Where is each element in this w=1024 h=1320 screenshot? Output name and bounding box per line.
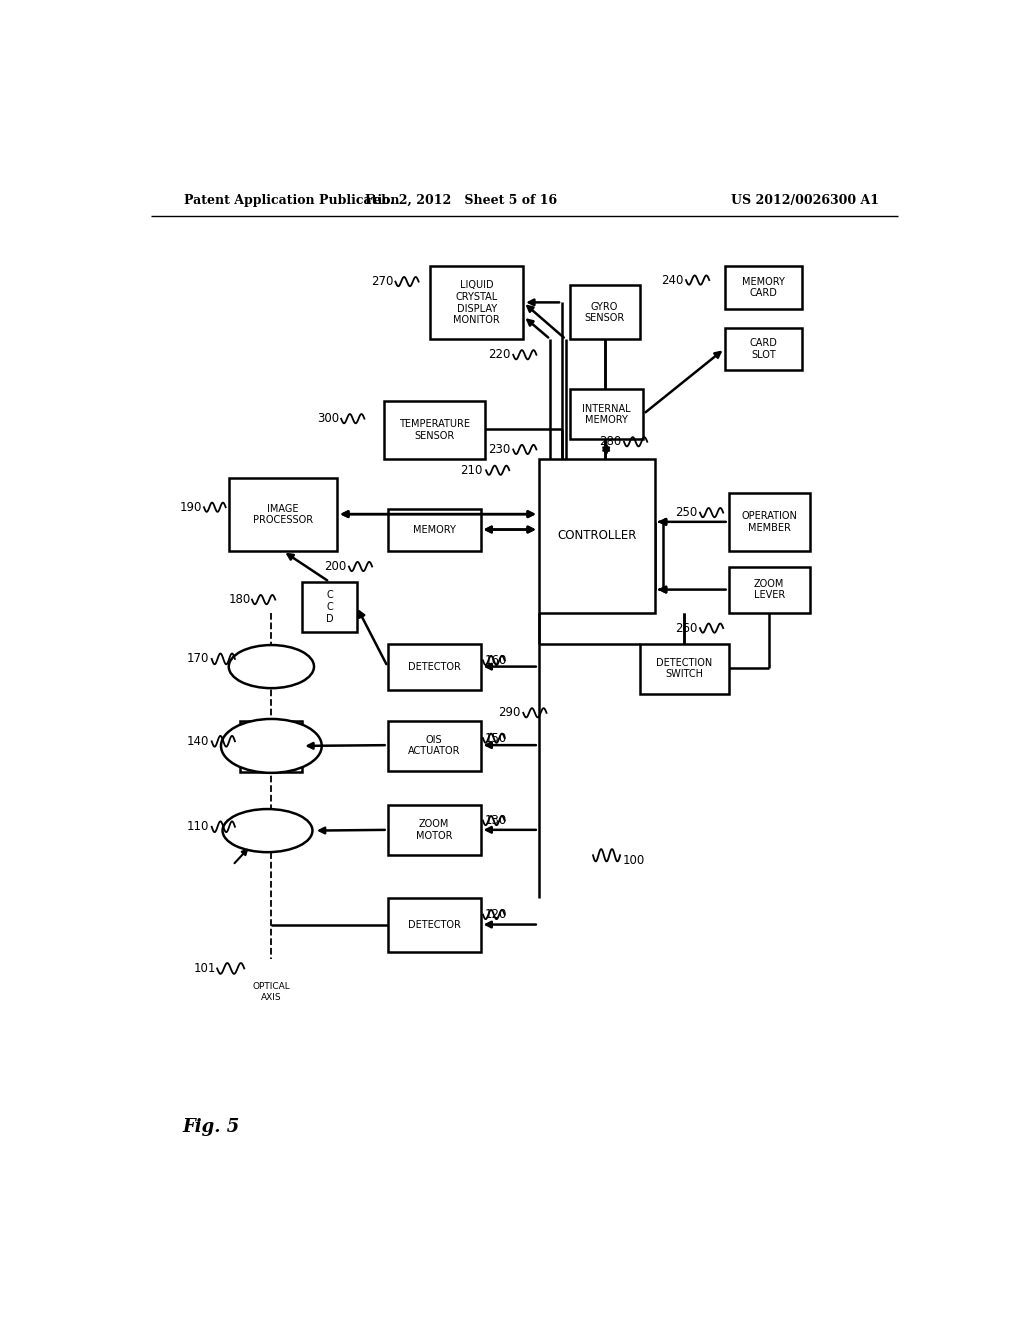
Text: 190: 190 (179, 500, 202, 513)
Bar (729, 566, 810, 612)
Text: ZOOM
LEVER: ZOOM LEVER (754, 578, 785, 601)
Text: C
C
D: C C D (326, 590, 334, 623)
Text: INTERNAL
MEMORY: INTERNAL MEMORY (583, 404, 631, 425)
Text: Feb. 2, 2012   Sheet 5 of 16: Feb. 2, 2012 Sheet 5 of 16 (366, 194, 557, 207)
Text: Patent Application Publication: Patent Application Publication (183, 194, 399, 207)
Text: 160: 160 (484, 653, 507, 667)
Text: 150: 150 (484, 731, 507, 744)
Text: GYRO
SENSOR: GYRO SENSOR (585, 301, 625, 323)
Bar (302, 582, 356, 632)
Text: 250: 250 (676, 506, 697, 519)
Bar (388, 805, 480, 855)
Text: 270: 270 (371, 275, 393, 288)
Text: MEMORY
CARD: MEMORY CARD (742, 277, 785, 298)
Text: 260: 260 (675, 622, 697, 635)
Bar (388, 721, 480, 771)
Ellipse shape (222, 809, 312, 853)
Text: CONTROLLER: CONTROLLER (557, 529, 637, 543)
Text: 170: 170 (187, 652, 209, 665)
Bar (228, 478, 337, 552)
Text: ZOOM
MOTOR: ZOOM MOTOR (416, 820, 453, 841)
Text: DETECTOR: DETECTOR (408, 661, 461, 672)
Text: 130: 130 (484, 814, 507, 828)
Text: IMAGE
PROCESSOR: IMAGE PROCESSOR (253, 504, 313, 525)
Text: CARD
SLOT: CARD SLOT (750, 338, 777, 360)
Text: DETECTION
SWITCH: DETECTION SWITCH (656, 657, 712, 680)
Bar (725, 327, 802, 370)
Text: US 2012/0026300 A1: US 2012/0026300 A1 (731, 194, 880, 207)
Text: 200: 200 (325, 560, 346, 573)
Text: MEMORY: MEMORY (413, 525, 456, 535)
Text: 210: 210 (461, 463, 483, 477)
Text: 140: 140 (187, 735, 209, 748)
Text: 240: 240 (662, 273, 684, 286)
Bar (729, 494, 810, 552)
Ellipse shape (228, 645, 314, 688)
Bar (725, 267, 802, 309)
Text: 280: 280 (599, 436, 622, 449)
Text: DETECTOR: DETECTOR (408, 920, 461, 929)
Text: OPTICAL
AXIS: OPTICAL AXIS (253, 982, 290, 1002)
Text: 290: 290 (499, 706, 521, 719)
Text: 120: 120 (484, 908, 507, 921)
Text: 101: 101 (194, 962, 216, 975)
Text: 110: 110 (187, 820, 209, 833)
Text: OIS
ACTUATOR: OIS ACTUATOR (408, 735, 461, 756)
Bar (640, 644, 729, 693)
Ellipse shape (221, 719, 322, 774)
Text: LIQUID
CRYSTAL
DISPLAY
MONITOR: LIQUID CRYSTAL DISPLAY MONITOR (454, 280, 500, 325)
Bar (388, 508, 480, 552)
Bar (384, 401, 484, 459)
Text: 300: 300 (316, 412, 339, 425)
Bar (430, 267, 523, 339)
Text: Fig. 5: Fig. 5 (182, 1118, 240, 1137)
Bar (539, 459, 655, 612)
Text: OPERATION
MEMBER: OPERATION MEMBER (741, 511, 798, 533)
Text: 180: 180 (228, 593, 251, 606)
Text: 230: 230 (487, 444, 510, 455)
Text: 220: 220 (487, 348, 510, 362)
Bar (388, 644, 480, 689)
Text: TEMPERATURE
SENSOR: TEMPERATURE SENSOR (398, 418, 470, 441)
Bar (569, 285, 640, 339)
Bar (388, 898, 480, 952)
Bar (569, 389, 643, 440)
Text: 100: 100 (623, 854, 645, 867)
Bar (241, 721, 302, 772)
